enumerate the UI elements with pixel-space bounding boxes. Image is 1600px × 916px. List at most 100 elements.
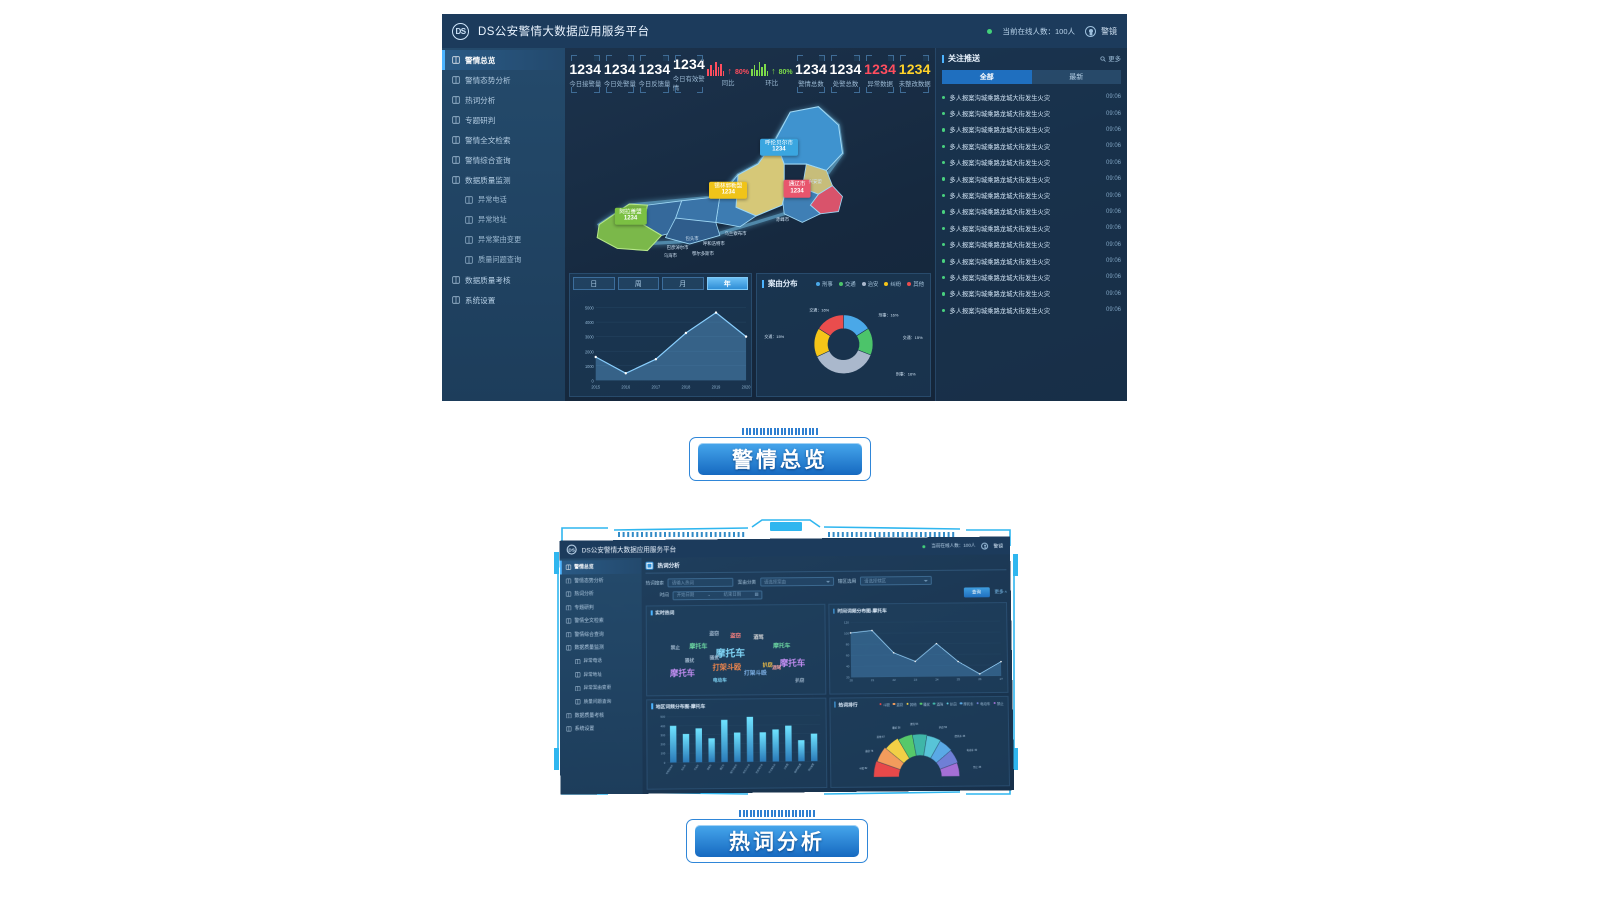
wordcloud-word-9[interactable]: 酒驾	[753, 634, 764, 641]
bar-通辽市[interactable]	[721, 719, 728, 762]
notification-more-button[interactable]: 更多	[1100, 54, 1121, 63]
notification-text[interactable]: 多人报案沟城乘路龙城大街发生火灾	[949, 127, 1051, 135]
wordcloud-word-16[interactable]: 酒驾	[772, 664, 782, 671]
sidebar-item-5[interactable]: 警情全文检索	[442, 130, 565, 150]
sidebar-item-3[interactable]: 热词分析	[560, 587, 642, 601]
wordcloud-word-4[interactable]: 打架斗殴	[712, 662, 742, 672]
notification-tab-全部[interactable]: 全部	[942, 70, 1032, 84]
wordcloud-word-1[interactable]: 摩托车	[715, 648, 746, 660]
query-button[interactable]: 查询	[963, 587, 990, 598]
sidebar-item-8[interactable]: 异常电话	[442, 190, 565, 210]
notification-row[interactable]: 多人报案沟城乘路龙城大街发生火灾 09:06	[942, 171, 1121, 187]
sidebar-item-1[interactable]: 警情总览	[559, 559, 642, 575]
notification-row[interactable]: 多人报案沟城乘路龙城大街发生火灾 09:06	[942, 155, 1121, 171]
wordcloud-word-17[interactable]: 扒窃	[795, 677, 805, 684]
sidebar-item-7[interactable]: 数据质量监测	[442, 170, 565, 190]
notification-text[interactable]: 多人报案沟城乘路龙城大街发生火灾	[949, 94, 1051, 102]
map-tag-2[interactable]: 锡林郭勒盟 1234	[709, 181, 748, 200]
sidebar-item-6[interactable]: 警情综合查询	[560, 627, 642, 641]
notification-list[interactable]: 多人报案沟城乘路龙城大街发生火灾 09:06 多人报案沟城乘路龙城大街发生火灾 09:…	[942, 89, 1121, 396]
notification-text[interactable]: 多人报案沟城乘路龙城大街发生火灾	[949, 160, 1051, 168]
notification-text[interactable]: 多人报案沟城乘路龙城大街发生火灾	[949, 307, 1051, 315]
notification-row[interactable]: 多人报案沟城乘路龙城大街发生火灾 09:06	[942, 122, 1121, 138]
bar-赤峰市[interactable]	[708, 737, 715, 762]
notification-row[interactable]: 多人报案沟城乘路龙城大街发生火灾 09:06	[942, 105, 1121, 121]
bar-鄂尔多斯市[interactable]	[733, 732, 741, 762]
notification-text[interactable]: 多人报案沟城乘路龙城大街发生火灾	[949, 225, 1051, 233]
rose-slice-盗窃[interactable]	[876, 747, 903, 769]
notification-row[interactable]: 多人报案沟城乘路龙城大街发生火灾 09:06	[942, 237, 1121, 253]
notification-row[interactable]: 多人报案沟城乘路龙城大街发生火灾 09:06	[942, 286, 1121, 302]
wordcloud-word-12[interactable]: 骚扰	[709, 656, 720, 662]
category-select[interactable]: 请选择案由	[760, 576, 834, 587]
notification-row[interactable]: 多人报案沟城乘路龙城大街发生火灾 09:06	[942, 302, 1121, 318]
rose-slice-酒驾[interactable]	[912, 734, 927, 756]
bar-呼和浩特市[interactable]	[669, 725, 677, 763]
sidebar-item-12[interactable]: 数据质量考核	[442, 270, 565, 290]
sidebar-item-9[interactable]: 异常地址	[560, 667, 642, 681]
time-tab-年[interactable]: 年	[706, 277, 748, 290]
sidebar-item-8[interactable]: 异常电话	[560, 654, 642, 668]
pie-slice-其他[interactable]	[818, 314, 844, 337]
notification-text[interactable]: 多人报案沟城乘路龙城大街发生火灾	[949, 176, 1051, 184]
notification-row[interactable]: 多人报案沟城乘路龙城大街发生火灾 09:06	[942, 89, 1121, 105]
notification-text[interactable]: 多人报案沟城乘路龙城大街发生火灾	[949, 209, 1051, 217]
bar-兴安盟[interactable]	[785, 725, 792, 761]
wordcloud-word-11[interactable]: 盗窃	[709, 632, 720, 638]
sidebar-item-10[interactable]: 异常案由变更	[442, 230, 565, 250]
area-select[interactable]: 请选择辖区	[860, 575, 933, 586]
rose-slice-其他[interactable]	[885, 738, 909, 763]
more-filters-button[interactable]: 更多 ^	[994, 589, 1006, 595]
user-menu[interactable]: 警镜	[1085, 25, 1117, 37]
sidebar-item-7[interactable]: 数据质量监测	[560, 640, 642, 654]
bar-阿拉善盟[interactable]	[810, 733, 818, 761]
notification-text[interactable]: 多人报案沟城乘路龙城大街发生火灾	[949, 274, 1051, 282]
notification-text[interactable]: 多人报案沟城乘路龙城大街发生火灾	[949, 258, 1051, 266]
bar-呼伦贝尔市[interactable]	[746, 716, 754, 762]
notification-text[interactable]: 多人报案沟城乘路龙城大街发生火灾	[949, 143, 1051, 151]
rose-slice-骚扰[interactable]	[898, 734, 916, 758]
wordcloud-word-15[interactable]: 电动车	[712, 677, 727, 683]
notification-row[interactable]: 多人报案沟城乘路龙城大街发生火灾 09:06	[942, 269, 1121, 285]
sidebar-item-1[interactable]: 警情总览	[442, 50, 565, 70]
notification-text[interactable]: 多人报案沟城乘路龙城大街发生火灾	[949, 242, 1051, 250]
region-map[interactable]: 呼伦贝尔市 1234 锡林郭勒盟 1234 通辽市 1234 阿拉善盟 1234 兴安盟 赤峰市…	[569, 97, 931, 270]
notification-row[interactable]: 多人报案沟城乘路龙城大街发生火灾 09:06	[942, 138, 1121, 154]
bar-乌海市[interactable]	[695, 727, 703, 762]
wordcloud-word-3[interactable]: 摩托车	[670, 667, 696, 678]
date-range-input[interactable]: 开始日期 ~ 结束日期 ▦	[672, 589, 763, 600]
notification-text[interactable]: 多人报案沟城乘路龙城大街发生火灾	[949, 193, 1051, 201]
time-tab-日[interactable]: 日	[573, 277, 615, 290]
wordcloud-word-2[interactable]: 摩托车	[779, 657, 806, 668]
sidebar-item-10[interactable]: 异常案由变更	[560, 681, 642, 695]
sidebar-item-11[interactable]: 质量问题查询	[442, 250, 565, 270]
sidebar-item-2[interactable]: 警情态势分析	[442, 70, 565, 90]
sidebar-item-11[interactable]: 质量问题查询	[560, 694, 642, 708]
time-tab-月[interactable]: 月	[662, 277, 704, 290]
sidebar-item-9[interactable]: 异常地址	[442, 210, 565, 230]
notification-row[interactable]: 多人报案沟城乘路龙城大街发生火灾 09:06	[942, 187, 1121, 203]
sidebar-item-13[interactable]: 系统设置	[442, 290, 565, 310]
sidebar-item-6[interactable]: 警情综合查询	[442, 150, 565, 170]
bar-巴彦淖尔市[interactable]	[759, 731, 767, 762]
pie-slice-治安[interactable]	[816, 349, 872, 374]
sidebar-item-5[interactable]: 警情全文检索	[560, 614, 642, 628]
wordcloud-word-6[interactable]: 摩托车	[772, 643, 791, 650]
notification-tab-最新[interactable]: 最新	[1031, 70, 1121, 84]
sidebar-item-3[interactable]: 热词分析	[442, 90, 565, 110]
sidebar-item-12[interactable]: 数据质量考核	[560, 708, 642, 722]
keyword-input[interactable]: 请输入热词	[667, 577, 734, 588]
wordcloud-body[interactable]: 摩托车 摩托车 摩托车 打架斗殴 摩托车 摩托车 打架斗殴 盗窃 酒驾 扒窃 盗窃 骚扰 骚扰 禁止 电动车…	[647, 616, 825, 695]
time-tab-周[interactable]: 周	[617, 277, 659, 290]
bar-乌兰察布市[interactable]	[772, 728, 780, 762]
map-tag-3[interactable]: 通辽市 1234	[783, 180, 811, 198]
wordcloud-word-5[interactable]: 摩托车	[689, 644, 708, 651]
rose-slice-扒窃[interactable]	[923, 735, 940, 758]
notification-text[interactable]: 多人报案沟城乘路龙城大街发生火灾	[949, 291, 1051, 299]
sidebar-item-2[interactable]: 警情态势分析	[560, 573, 642, 587]
notification-text[interactable]: 多人报案沟城乘路龙城大街发生火灾	[949, 111, 1051, 119]
bar-包头市[interactable]	[682, 733, 690, 762]
user-menu[interactable]: 警镜	[981, 542, 1003, 550]
wordcloud-word-7[interactable]: 打架斗殴	[743, 670, 767, 677]
sidebar-item-4[interactable]: 专题研判	[442, 110, 565, 130]
